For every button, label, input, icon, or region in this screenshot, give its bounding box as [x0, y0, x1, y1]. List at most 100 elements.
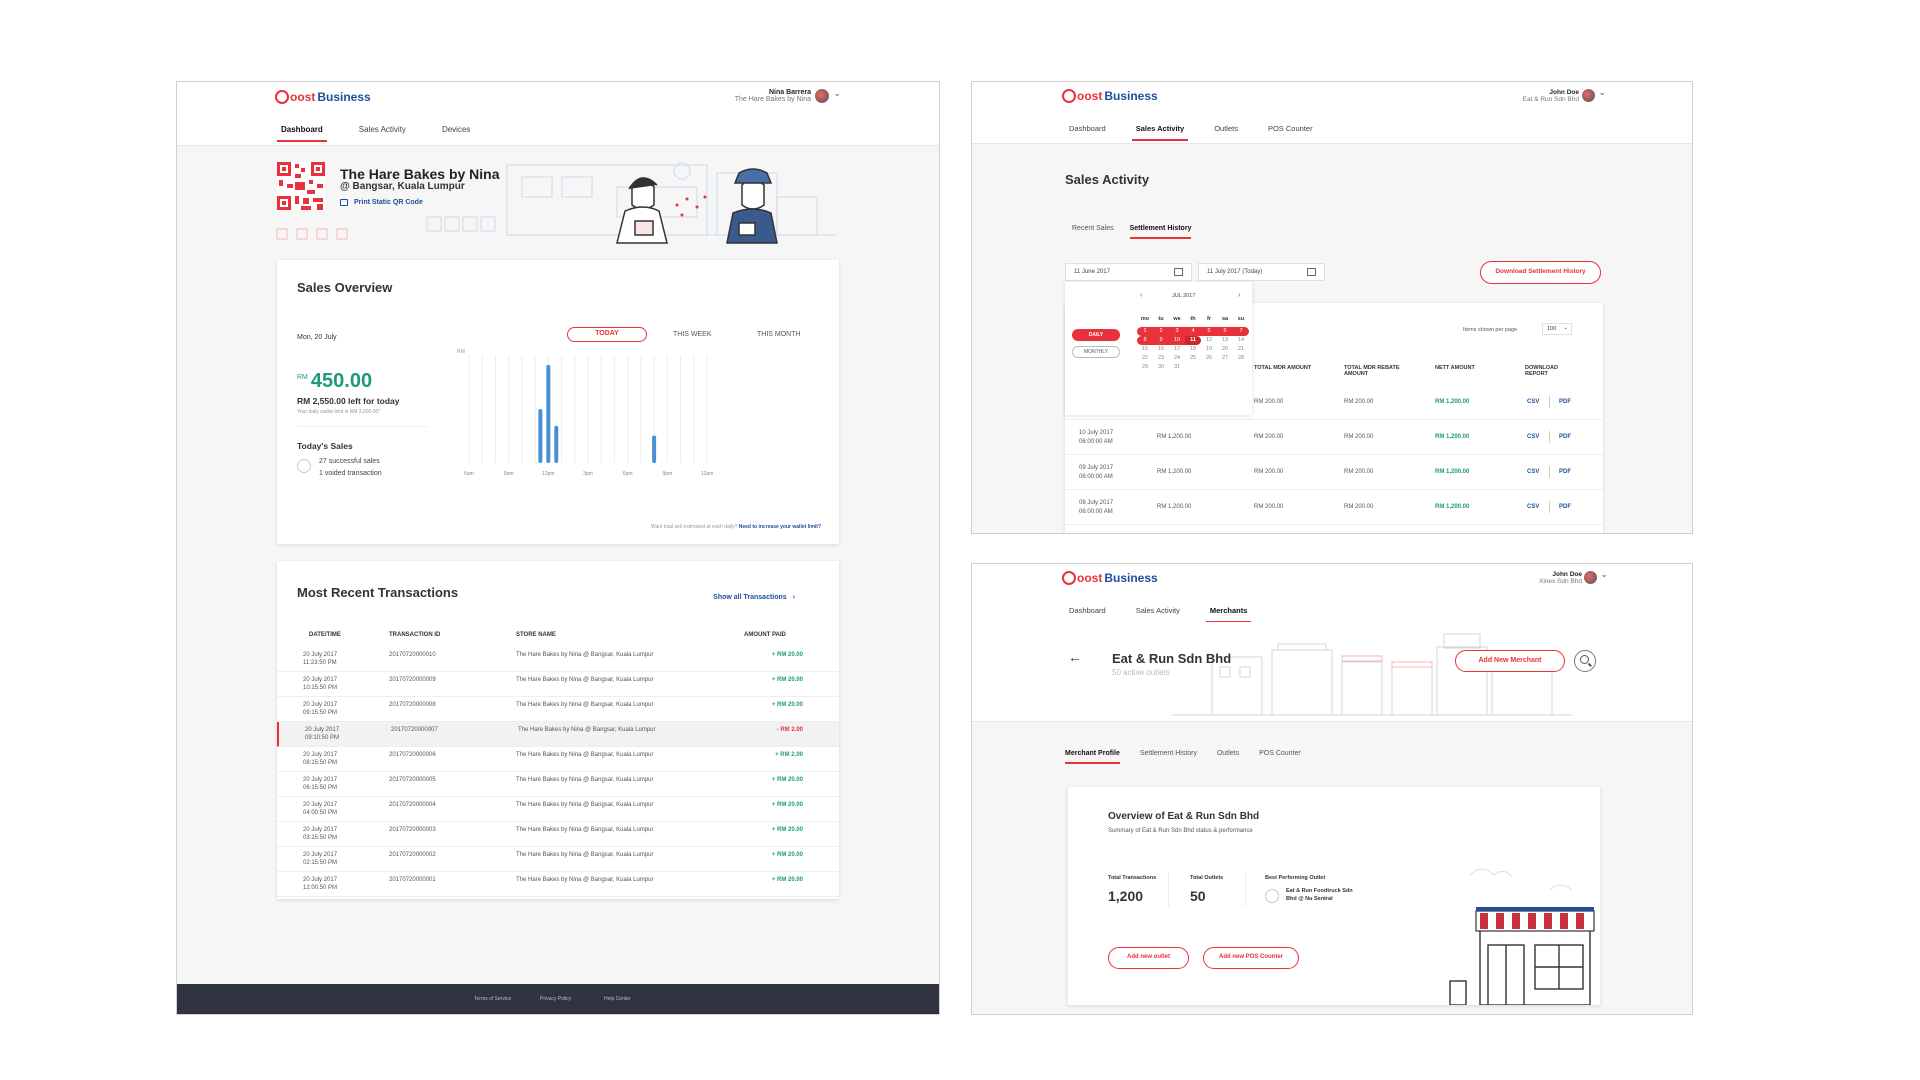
mode-monthly[interactable]: MONTHLY — [1072, 346, 1120, 358]
avatar[interactable] — [815, 89, 829, 103]
tab-pos-counter[interactable]: POS Counter — [1259, 750, 1301, 757]
calendar-day[interactable]: 6 — [1217, 327, 1233, 336]
tab-dashboard[interactable]: Dashboard — [277, 125, 327, 142]
tab-settlement-history[interactable]: Settlement History — [1139, 750, 1197, 757]
table-row[interactable]: 20 July 2017 02:15:50 PM 20170720000002 … — [277, 847, 839, 872]
table-row[interactable]: 20 July 2017 10:15:50 PM 20170720000009 … — [277, 672, 839, 697]
add-pos-counter-button[interactable]: Add new POS Counter — [1203, 947, 1299, 969]
tab-sales-activity[interactable]: Sales Activity — [1135, 606, 1180, 615]
calendar-day[interactable]: 17 — [1173, 346, 1181, 352]
tab-dashboard[interactable]: Dashboard — [1069, 606, 1106, 615]
add-new-merchant-button[interactable]: Add New Merchant — [1455, 650, 1565, 672]
boost-logo[interactable]: oost Business — [275, 90, 371, 104]
chevron-down-icon[interactable]: ⌄ — [1600, 569, 1608, 579]
csv-link[interactable]: CSV — [1527, 504, 1540, 510]
calendar-day[interactable]: 11 — [1185, 336, 1201, 345]
table-row[interactable]: 20 July 2017 06:15:50 PM 20170720000005 … — [277, 772, 839, 797]
calendar-day[interactable]: 28 — [1237, 355, 1245, 361]
table-row[interactable]: 20 July 2017 09:15:50 PM 20170720000008 … — [277, 697, 839, 722]
csv-link[interactable]: CSV — [1527, 399, 1540, 405]
calendar-day[interactable]: 29 — [1141, 364, 1149, 370]
increase-limit-link[interactable]: Need to increase your wallet limit? — [738, 524, 821, 530]
calendar-day[interactable]: 2 — [1153, 327, 1169, 336]
calendar-day[interactable]: 16 — [1157, 346, 1165, 352]
date-to-input[interactable]: 11 July 2017 (Today) — [1198, 263, 1325, 281]
avatar[interactable] — [1584, 571, 1597, 584]
calendar-day[interactable]: 18 — [1189, 346, 1197, 352]
calendar-day[interactable]: 5 — [1201, 327, 1217, 336]
pdf-link[interactable]: PDF — [1559, 469, 1571, 475]
user-menu[interactable]: John Doe Xinex Sdn Bhd — [1539, 571, 1582, 585]
search-icon[interactable] — [1574, 650, 1596, 672]
calendar-day[interactable]: 23 — [1157, 355, 1165, 361]
tab-sales-activity[interactable]: Sales Activity — [1131, 124, 1188, 141]
footer-help[interactable]: Help Center — [604, 996, 631, 1002]
user-menu[interactable]: John Doe Eat & Run Sdn Bhd — [1523, 89, 1579, 103]
table-row[interactable]: 20 July 2017 09:10:50 PM 20170720000007 … — [277, 722, 839, 747]
tab-outlets[interactable]: Outlets — [1214, 124, 1238, 133]
items-per-page-select[interactable]: 100 ⌄ — [1542, 323, 1572, 335]
tab-sales-activity[interactable]: Sales Activity — [358, 125, 406, 134]
download-settlement-button[interactable]: Download Settlement History — [1480, 261, 1601, 284]
calendar-day[interactable]: 7 — [1233, 327, 1249, 336]
calendar-day[interactable]: 25 — [1189, 355, 1197, 361]
calendar-day[interactable]: 27 — [1221, 355, 1229, 361]
chevron-down-icon[interactable]: ⌄ — [1598, 87, 1606, 97]
table-row[interactable]: 20 July 2017 11:23:50 PM 20170720000010 … — [277, 647, 839, 672]
pdf-link[interactable]: PDF — [1559, 399, 1571, 405]
tab-outlets[interactable]: Outlets — [1216, 750, 1240, 757]
calendar-day[interactable]: 21 — [1237, 346, 1245, 352]
calendar-day[interactable]: 20 — [1221, 346, 1229, 352]
mode-daily[interactable]: DAILY — [1072, 329, 1120, 341]
avatar[interactable] — [1582, 89, 1595, 102]
footer-terms[interactable]: Terms of Service — [474, 996, 512, 1002]
tab-merchants[interactable]: Merchants — [1205, 606, 1251, 623]
tab-this-week[interactable]: THIS WEEK — [673, 331, 712, 338]
calendar-day[interactable]: 15 — [1141, 346, 1149, 352]
calendar-day[interactable]: 14 — [1237, 337, 1245, 343]
calendar-day[interactable]: 1 — [1137, 327, 1153, 336]
qr-code[interactable] — [277, 162, 325, 210]
tab-pos-counter[interactable]: POS Counter — [1267, 124, 1313, 133]
calendar-day[interactable]: 12 — [1205, 337, 1213, 343]
calendar-day[interactable]: 3 — [1169, 327, 1185, 336]
csv-link[interactable]: CSV — [1527, 469, 1540, 475]
pdf-link[interactable]: PDF — [1559, 434, 1571, 440]
calendar-day[interactable]: 4 — [1185, 327, 1201, 336]
print-qr-link[interactable]: Print Static QR Code — [340, 199, 423, 206]
boost-logo[interactable]: oost Business — [1062, 571, 1158, 585]
table-row[interactable]: 20 July 2017 04:00:50 PM 20170720000004 … — [277, 797, 839, 822]
tab-settlement-history[interactable]: Settlement History — [1129, 225, 1192, 239]
date-from-input[interactable]: 11 June 2017 — [1065, 263, 1192, 281]
boost-logo[interactable]: oost Business — [1062, 89, 1158, 103]
calendar-day[interactable]: 31 — [1173, 364, 1181, 370]
tab-recent-sales[interactable]: Recent Sales — [1072, 225, 1114, 232]
tab-dashboard[interactable]: Dashboard — [1069, 124, 1106, 133]
tab-merchant-profile[interactable]: Merchant Profile — [1065, 750, 1120, 764]
csv-link[interactable]: CSV — [1527, 434, 1540, 440]
footer-privacy[interactable]: Privacy Policy — [540, 996, 572, 1002]
calendar-day[interactable]: 24 — [1173, 355, 1181, 361]
calendar-day[interactable]: 19 — [1205, 346, 1213, 352]
calendar-prev[interactable]: ‹ — [1140, 292, 1143, 299]
table-row[interactable]: 20 July 2017 08:15:50 PM 20170720000006 … — [277, 747, 839, 772]
calendar-day[interactable]: 26 — [1205, 355, 1213, 361]
calendar-day[interactable]: 9 — [1153, 336, 1169, 345]
chevron-down-icon[interactable]: ⌄ — [833, 88, 841, 98]
calendar-day[interactable]: 10 — [1169, 336, 1185, 345]
calendar-day[interactable]: 22 — [1141, 355, 1149, 361]
calendar-day[interactable]: 8 — [1137, 336, 1153, 345]
add-outlet-button[interactable]: Add new outlet — [1108, 947, 1189, 969]
user-menu[interactable]: Nina Barrera The Hare Bakes by Nina — [735, 89, 811, 103]
calendar-day[interactable]: 13 — [1221, 337, 1229, 343]
calendar-day[interactable]: 30 — [1157, 364, 1165, 370]
back-arrow-icon[interactable]: ← — [1068, 649, 1082, 665]
show-all-link[interactable]: Show all Transactions › — [713, 594, 795, 601]
pdf-link[interactable]: PDF — [1559, 504, 1571, 510]
table-row[interactable]: 20 July 2017 03:15:50 PM 20170720000003 … — [277, 822, 839, 847]
tab-today[interactable]: TODAY — [567, 327, 647, 342]
tab-this-month[interactable]: THIS MONTH — [757, 331, 801, 338]
tab-devices[interactable]: Devices — [441, 125, 471, 134]
calendar-next[interactable]: › — [1238, 292, 1241, 299]
table-row[interactable]: 20 July 2017 12:00:50 PM 20170720000001 … — [277, 872, 839, 897]
